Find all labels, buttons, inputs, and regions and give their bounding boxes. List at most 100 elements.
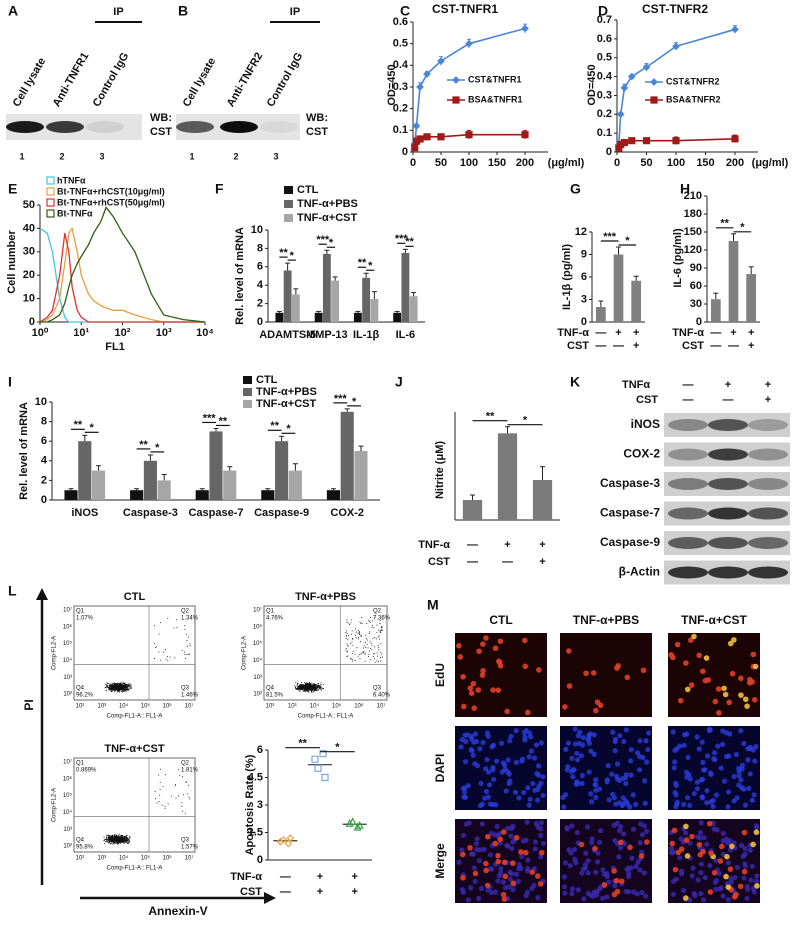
- event-dot: [159, 768, 161, 770]
- nucleus: [612, 747, 618, 754]
- nucleus: [494, 823, 500, 830]
- event-dot: [117, 683, 119, 685]
- edu-nucleus: [518, 849, 524, 855]
- event-dot: [307, 689, 308, 691]
- blot-band: [668, 478, 708, 490]
- nucleus: [591, 732, 597, 738]
- event-dot: [108, 842, 110, 844]
- nucleus: [734, 795, 740, 801]
- event-dot: [120, 687, 122, 689]
- event-dot: [318, 686, 320, 688]
- blot-band: [668, 537, 708, 549]
- nucleus: [504, 842, 510, 849]
- event-dot: [111, 838, 112, 840]
- event-dot: [360, 653, 362, 655]
- bar: [353, 312, 362, 322]
- condition-mark: +: [748, 327, 754, 339]
- nucleus: [700, 767, 707, 773]
- event-dot: [109, 837, 111, 839]
- blot-row-label: Caspase-9: [600, 535, 660, 549]
- edu-nucleus: [747, 676, 753, 683]
- event-dot: [319, 688, 321, 690]
- nucleus: [538, 820, 545, 826]
- event-dot: [376, 660, 378, 662]
- event-dot: [358, 636, 359, 638]
- y-tick-label: 10²: [63, 692, 72, 698]
- nucleus: [536, 772, 542, 778]
- nucleus: [582, 862, 589, 868]
- event-dot: [316, 684, 318, 685]
- event-dot: [123, 691, 125, 693]
- marker: [465, 39, 473, 48]
- edu-nucleus: [456, 643, 462, 649]
- event-dot: [112, 689, 114, 691]
- event-dot: [307, 684, 309, 685]
- event-dot: [303, 685, 305, 687]
- event-dot: [122, 690, 124, 692]
- event-dot: [310, 690, 312, 692]
- event-dot: [160, 659, 162, 661]
- nucleus: [701, 835, 707, 841]
- event-dot: [304, 685, 306, 687]
- event-dot: [122, 835, 124, 837]
- event-dot: [123, 681, 125, 683]
- event-dot: [298, 688, 300, 690]
- nucleus: [521, 729, 527, 736]
- marker: [731, 135, 739, 143]
- bar: [261, 490, 275, 500]
- event-dot: [319, 686, 321, 688]
- significance-label: *: [523, 415, 528, 427]
- panel-letter: G: [570, 181, 581, 197]
- bar: [340, 411, 354, 500]
- edu-nucleus: [688, 682, 695, 688]
- nucleus: [572, 726, 578, 732]
- event-dot: [310, 683, 312, 685]
- blot-row-label: COX-2: [623, 447, 660, 461]
- event-dot: [106, 838, 108, 840]
- event-dot: [312, 687, 314, 688]
- y-tick-label: 0: [402, 146, 408, 158]
- nucleus: [532, 846, 538, 852]
- event-dot: [107, 839, 109, 841]
- bar: [532, 480, 553, 520]
- y-tick-label: 0.1: [597, 127, 612, 139]
- condition-label: TNF-α: [418, 539, 450, 551]
- nucleus: [726, 731, 733, 737]
- nucleus: [734, 864, 740, 870]
- chart-title: CST-TNFR2: [642, 2, 708, 16]
- event-dot: [113, 841, 115, 843]
- edu-nucleus: [675, 849, 682, 856]
- event-dot: [123, 836, 125, 838]
- event-dot: [300, 684, 302, 686]
- event-dot: [106, 684, 108, 686]
- nucleus: [698, 861, 705, 867]
- significance-label: ***: [395, 233, 409, 245]
- condition-mark: +: [748, 340, 754, 352]
- edu-nucleus: [460, 851, 466, 858]
- event-dot: [297, 686, 299, 688]
- event-dot: [107, 835, 109, 836]
- event-dot: [350, 622, 352, 624]
- y-tick-label: 10⁴: [63, 809, 73, 816]
- event-dot: [349, 643, 351, 644]
- event-dot: [123, 683, 125, 685]
- event-dot: [105, 686, 107, 688]
- event-dot: [306, 688, 307, 690]
- event-dot: [107, 683, 109, 684]
- event-dot: [176, 619, 178, 621]
- nucleus: [695, 877, 701, 883]
- significance-label: *: [368, 260, 373, 272]
- event-dot: [129, 836, 131, 838]
- y-axis-label: OD=450: [586, 64, 598, 105]
- nucleus: [586, 769, 592, 775]
- event-dot: [108, 839, 110, 841]
- event-dot: [114, 841, 116, 843]
- edu-nucleus: [472, 870, 479, 877]
- event-dot: [178, 769, 180, 771]
- nucleus: [487, 801, 493, 807]
- nucleus: [723, 836, 730, 842]
- event-dot: [178, 795, 180, 797]
- event-dot: [301, 688, 303, 689]
- event-dot: [113, 683, 115, 685]
- edu-nucleus: [640, 667, 647, 674]
